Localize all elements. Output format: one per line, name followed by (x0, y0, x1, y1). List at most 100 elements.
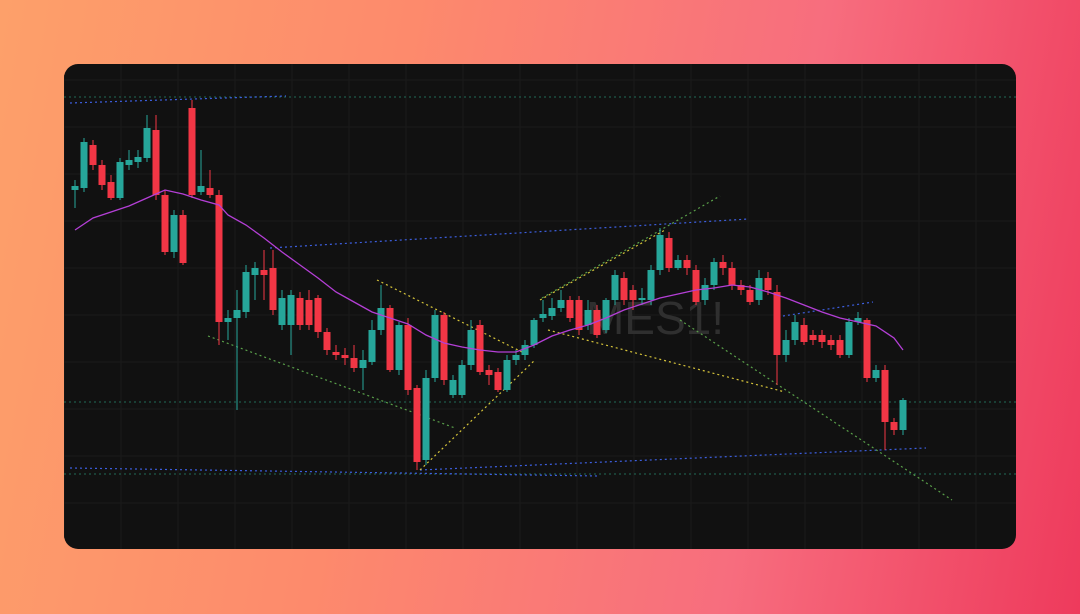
chart-card (64, 64, 1016, 549)
candle-body (377, 308, 385, 330)
candle-body (467, 330, 475, 365)
candle-body (80, 142, 88, 188)
candle-body (296, 298, 304, 325)
candle-body (368, 330, 376, 362)
candle-body (98, 165, 106, 185)
candle-body (188, 108, 196, 195)
candle-body (602, 300, 610, 330)
candle-body (260, 270, 268, 275)
candle-body (242, 272, 250, 312)
trend-line (207, 335, 456, 429)
candle-body (746, 290, 754, 302)
candle-body (872, 370, 880, 378)
candle-body (809, 335, 817, 340)
candle-body (827, 340, 835, 345)
trend-line (539, 229, 666, 301)
candle-body (197, 186, 205, 192)
candle-body (620, 278, 628, 300)
candle-body (125, 160, 133, 165)
candle-body (422, 378, 430, 460)
candle-body (440, 315, 448, 380)
grid (64, 64, 1016, 549)
candle-body (629, 290, 637, 300)
candle-body (350, 358, 358, 368)
candle-body (134, 157, 142, 162)
candle-body (494, 372, 502, 390)
candle-body (143, 128, 151, 158)
candle-body (728, 268, 736, 285)
candle-body (710, 262, 718, 285)
candle-body (179, 215, 187, 263)
candle-body (476, 325, 484, 372)
candle-body (206, 188, 214, 195)
candle-body (656, 235, 664, 270)
candle-body (215, 195, 223, 322)
candle-body (224, 318, 232, 322)
trend-line (69, 467, 599, 477)
candle-body (764, 278, 772, 290)
candle-body (386, 308, 394, 370)
candle-body (170, 215, 178, 252)
candle-body (719, 262, 727, 268)
candle-body (413, 388, 421, 462)
candle-body (890, 422, 898, 430)
candle-body (557, 300, 565, 308)
candle-body (683, 260, 691, 268)
candle-body (251, 268, 259, 275)
candle-body (395, 325, 403, 370)
candle-body (404, 325, 412, 390)
candle-body (566, 300, 574, 318)
trend-line (547, 329, 786, 393)
trend-line (679, 319, 953, 501)
trend-line (541, 195, 721, 299)
candle-body (575, 300, 583, 330)
candle-body (323, 332, 331, 350)
candle-body (458, 365, 466, 395)
candle-body (800, 325, 808, 342)
candle-body (503, 360, 511, 390)
candle-body (638, 298, 646, 300)
candle-body (107, 182, 115, 198)
candle-body (584, 310, 592, 325)
candle-body (233, 310, 241, 318)
candle-body (692, 270, 700, 302)
candle-body (647, 270, 655, 300)
candle-body (791, 322, 799, 340)
plot (71, 100, 907, 470)
candle-body (593, 310, 601, 335)
candle-body (611, 275, 619, 300)
candle-body (305, 300, 313, 325)
candle-body (737, 285, 745, 290)
candle-body (548, 308, 556, 316)
candle-body (89, 145, 97, 165)
candle-body (341, 355, 349, 358)
candle-body (116, 162, 124, 198)
candle-body (278, 298, 286, 325)
candle-body (161, 195, 169, 252)
candle-body (287, 295, 295, 325)
candle-body (485, 370, 493, 375)
candle-body (854, 318, 862, 322)
trend-line (782, 301, 874, 317)
trend-line (419, 359, 536, 471)
trend-line (69, 95, 287, 104)
candle-body (863, 320, 871, 378)
candle-body (701, 285, 709, 300)
candle-body (845, 322, 853, 355)
candle-body (152, 130, 160, 195)
candle-body (773, 292, 781, 355)
candle-body (836, 340, 844, 355)
candle-body (521, 345, 529, 355)
candle-body (512, 355, 520, 360)
trend-line (376, 279, 523, 353)
candle-body (881, 370, 889, 422)
candle-body (269, 268, 277, 310)
candle-body (71, 186, 79, 190)
candle-body (782, 340, 790, 355)
candle-body (431, 315, 439, 378)
moving-average (74, 189, 904, 353)
candle-body (539, 314, 547, 318)
candle-body (332, 352, 340, 355)
